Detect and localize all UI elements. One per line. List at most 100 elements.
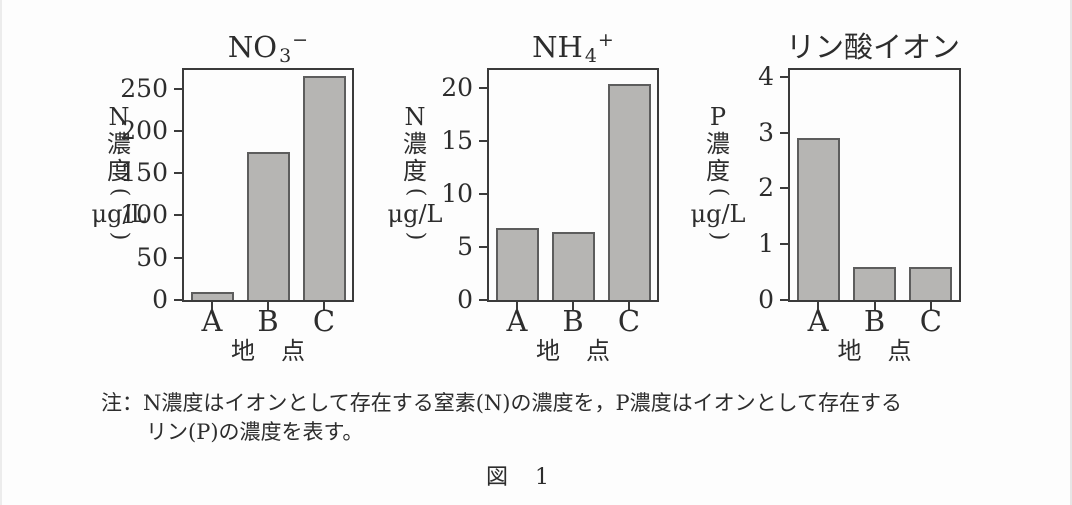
page-left-edge-line (0, 0, 2, 505)
chart-title-base: リン酸イオン (786, 30, 961, 64)
y-axis-tick (780, 299, 788, 301)
y-axis-label-char: 濃 (403, 130, 427, 158)
y-tick-label: 15 (441, 126, 473, 155)
y-axis-label-char: N (404, 103, 426, 131)
figure-caption-char: 1 (535, 465, 549, 490)
y-axis-label-char: 度 (706, 157, 730, 185)
y-axis-label-phosphate: P 濃 度 ( μg/L ) (673, 104, 763, 243)
x-axis-title-char: 地 (231, 337, 255, 365)
y-axis-tick (174, 256, 182, 259)
chart-title-subscript: 3 (279, 45, 292, 67)
y-axis-tick (780, 187, 788, 190)
y-axis-tick (174, 172, 182, 175)
bar-A (495, 228, 539, 300)
y-axis-tick (174, 129, 182, 132)
x-axis-title-phosphate: 地 点 (788, 337, 961, 365)
plot-area-phosphate (788, 68, 961, 302)
chart-title-base: NO (227, 30, 278, 64)
y-tick-label: 5 (457, 232, 473, 261)
y-axis-label-char: 度 (403, 157, 427, 185)
bar-C (302, 76, 346, 300)
plot-area-no3 (182, 68, 354, 302)
x-tick-label-A: A (807, 304, 829, 338)
y-axis-label-char: P (709, 103, 727, 131)
page-right-edge-line (1070, 0, 1072, 505)
y-axis-label-no3: N 濃 度 ( μg/L ) (74, 104, 164, 243)
bar-A (190, 292, 234, 300)
x-tick-label-B: B (562, 304, 584, 338)
y-axis-tick (479, 193, 487, 195)
bar-A (796, 138, 840, 300)
chart-title-superscript: − (292, 29, 309, 51)
y-tick-label: 0 (152, 285, 168, 314)
chart-title-no3: NO 3− (182, 24, 354, 66)
bar-B (551, 232, 595, 300)
chart-title-phosphate: リン酸イオン (786, 24, 961, 64)
x-tick-label-C: C (919, 304, 942, 338)
x-axis-tick (516, 302, 518, 310)
y-axis-tick (479, 87, 487, 90)
x-axis-tick (929, 302, 932, 310)
y-tick-label: 10 (441, 179, 473, 208)
y-tick-label: 1 (758, 229, 774, 259)
y-axis-label-char: 度 (107, 157, 131, 185)
y-axis-tick (479, 246, 487, 248)
y-axis-tick (174, 87, 182, 90)
y-axis-unit: μg/L (690, 200, 746, 228)
y-axis-tick (479, 299, 487, 301)
plot-area-nh4 (487, 68, 659, 302)
y-tick-label: 250 (120, 73, 168, 103)
figure-caption-char: 図 (485, 465, 508, 490)
x-axis-title-char: 地 (536, 337, 560, 365)
figure-note-line2: リン(P)の濃度を表す。 (146, 420, 364, 444)
y-axis-tick (780, 75, 788, 78)
figure-note-line1: 注：N濃度はイオンとして存在する窒素(N)の濃度を，P濃度はイオンとして存在する (101, 391, 903, 415)
bar-B (853, 267, 896, 300)
x-tick-label-C: C (617, 304, 641, 338)
y-axis-tick (479, 140, 487, 142)
x-tick-label-A: A (506, 304, 528, 338)
x-tick-label-B: B (257, 304, 279, 338)
y-axis-unit: μg/L (387, 200, 443, 228)
y-tick-label: 200 (120, 115, 168, 145)
chart-title-nh4: NH 4 + (487, 24, 659, 66)
chart-title-superscript: + (597, 29, 614, 51)
x-axis-title-char: 点 (586, 337, 610, 365)
x-axis-tick (211, 302, 213, 310)
y-axis-tick (174, 299, 182, 301)
x-axis-tick (267, 302, 269, 310)
y-axis-label-char: 濃 (706, 130, 730, 158)
y-tick-label: 20 (441, 73, 473, 103)
y-axis-tick (780, 243, 788, 246)
x-axis-tick (572, 302, 574, 310)
x-axis-tick (628, 302, 630, 310)
y-tick-label: 4 (758, 61, 774, 91)
x-axis-title-no3: 地 点 (182, 337, 354, 365)
y-tick-label: 3 (758, 117, 774, 147)
y-tick-label: 2 (758, 173, 774, 203)
bar-C (607, 84, 651, 300)
x-axis-title-char: 地 (837, 337, 862, 365)
x-tick-label-C: C (312, 304, 336, 338)
y-axis-label-char: N (108, 103, 130, 131)
figure-note: 注：N濃度はイオンとして存在する窒素(N)の濃度を，P濃度はイオンとして存在する… (101, 389, 902, 447)
y-tick-label: 0 (457, 285, 473, 314)
y-tick-label: 50 (136, 242, 168, 272)
x-axis-title-char: 点 (281, 337, 305, 365)
bar-C (909, 267, 953, 300)
bar-B (246, 152, 290, 300)
y-axis-label-nh4: N 濃 度 ( μg/L ) (370, 104, 460, 243)
chart-title-base: NH (532, 30, 583, 64)
figure-caption: 図 1 (400, 464, 635, 492)
y-tick-label: 0 (758, 285, 774, 314)
x-axis-title-char: 点 (887, 337, 912, 365)
x-axis-tick (873, 302, 876, 310)
x-axis-tick (817, 302, 820, 310)
chart-title-subscript: 4 (584, 45, 597, 67)
x-tick-label-B: B (863, 304, 886, 338)
y-axis-tick (174, 214, 182, 217)
y-tick-label: 100 (120, 200, 168, 230)
